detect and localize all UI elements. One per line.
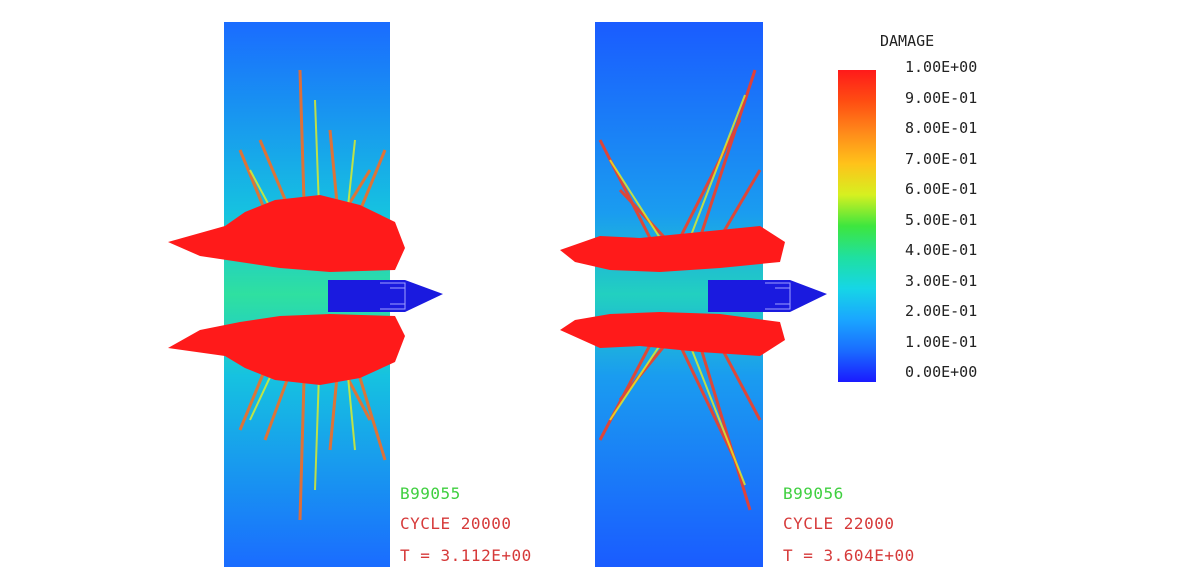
- legend-tick-label: 9.00E-01: [905, 88, 978, 107]
- right-target-panel: [560, 22, 827, 567]
- legend-tick-label: 1.00E-01: [905, 332, 978, 351]
- left-target-panel: [168, 22, 443, 567]
- legend-tick-label: 0.00E+00: [905, 363, 978, 381]
- right-lower-damage-zone: [560, 312, 785, 356]
- right-run-id: B99056: [783, 484, 844, 503]
- left-time-label: T = 3.112E+00: [400, 546, 532, 565]
- left-projectile: [328, 280, 443, 312]
- legend-tick-label: 5.00E-01: [905, 210, 978, 229]
- damage-colorbar: [838, 70, 876, 382]
- left-upper-damage-zone: [168, 195, 405, 272]
- legend-tick-label: 2.00E-01: [905, 302, 978, 320]
- left-lower-damage-zone: [168, 314, 405, 385]
- left-run-id: B99055: [400, 484, 461, 503]
- legend-tick-label: 3.00E-01: [905, 271, 978, 290]
- legend-title: DAMAGE: [880, 32, 935, 50]
- right-cycle-label: CYCLE 22000: [783, 514, 895, 533]
- left-cycle-label: CYCLE 20000: [400, 514, 512, 533]
- right-crack-streaks: [598, 69, 762, 511]
- legend-tick-label: 6.00E-01: [905, 180, 978, 198]
- right-upper-damage-zone: [560, 226, 785, 272]
- right-projectile: [708, 280, 827, 312]
- legend-tick-label: 7.00E-01: [905, 149, 978, 168]
- right-time-label: T = 3.604E+00: [783, 546, 915, 565]
- legend-tick-label: 8.00E-01: [905, 119, 978, 137]
- legend-tick-label: 1.00E+00: [905, 58, 978, 76]
- legend-tick-label: 4.00E-01: [905, 241, 978, 259]
